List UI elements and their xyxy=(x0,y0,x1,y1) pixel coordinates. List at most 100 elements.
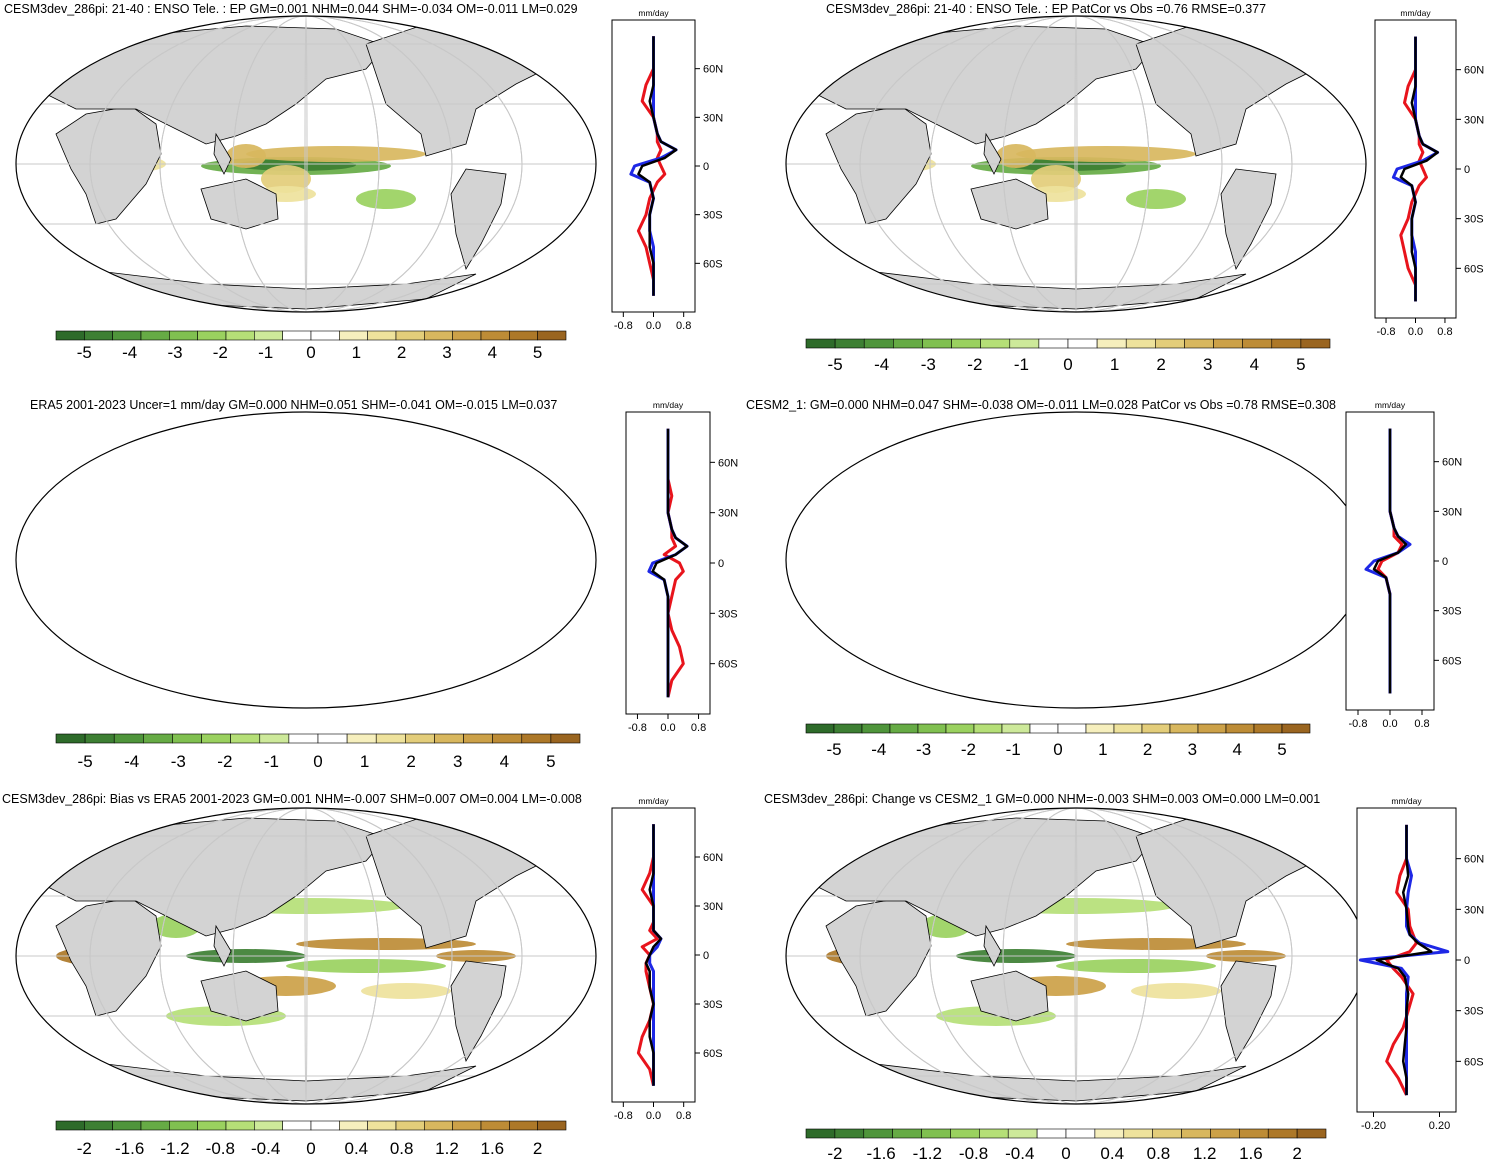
zonal-profile: mm/day 60N 30N 0 30S 60S -0.8 0.0 0.8 xyxy=(611,796,723,1122)
colorbar-swatch xyxy=(1181,1128,1211,1139)
colorbar-label: -2 xyxy=(827,1144,842,1161)
colorbar-swatch xyxy=(434,733,464,744)
colorbar-label: 3 xyxy=(453,752,462,771)
colorbar-swatch xyxy=(951,338,981,349)
colorbar-label: 0.4 xyxy=(345,1139,369,1158)
colorbar-swatch xyxy=(509,330,538,341)
colorbar-swatch xyxy=(1085,723,1115,734)
land-mass xyxy=(56,502,161,620)
anomaly-contour xyxy=(1006,159,1126,171)
colorbar-swatch xyxy=(480,1120,510,1131)
profile-line-black xyxy=(637,36,678,296)
map xyxy=(15,15,597,313)
anomaly-contour xyxy=(971,578,1081,602)
colorbar-swatch xyxy=(230,733,261,744)
longitude-gridline xyxy=(90,412,522,708)
longitude-gridline xyxy=(860,412,1292,708)
map xyxy=(15,807,597,1105)
colorbar-label: -2 xyxy=(77,1139,92,1158)
colorbar-label: 0.4 xyxy=(1100,1144,1124,1161)
colorbar-swatch xyxy=(339,330,368,341)
colorbar-swatch xyxy=(452,1120,482,1131)
lat-tick-label: 30S xyxy=(1442,606,1462,618)
colorbar-swatch xyxy=(1009,338,1040,349)
land-mass xyxy=(450,168,507,270)
longitude-gridline xyxy=(160,412,452,708)
colorbar-label: 0 xyxy=(1053,740,1062,759)
colorbar-label: 0 xyxy=(1061,1144,1070,1161)
colorbar-label: -4 xyxy=(871,740,886,759)
colorbar-label: 0 xyxy=(306,343,315,362)
colorbar-label: 4 xyxy=(1250,355,1259,374)
colorbar-swatch xyxy=(863,1128,893,1139)
colorbar-label: 4 xyxy=(488,343,497,362)
lat-tick-label: 0 xyxy=(718,558,724,570)
lat-tick-label: 60S xyxy=(1464,263,1484,275)
colorbar: -5 -4 -3 -2 -1 0 1 2 3 4 5 xyxy=(805,723,1311,759)
land-mass xyxy=(815,25,1157,145)
colorbar-swatch xyxy=(282,330,312,341)
anomaly-contour xyxy=(286,959,446,973)
panel-bottom-right: CESM3dev_286pi: Change vs CESM2_1 GM=0.0… xyxy=(764,792,1484,1161)
colorbar-label: -4 xyxy=(874,355,889,374)
land-mass xyxy=(200,970,279,1022)
colorbar-label: -3 xyxy=(167,343,182,362)
anomaly-contour xyxy=(356,189,416,209)
anomaly-contour xyxy=(1131,983,1221,999)
colorbar-swatch xyxy=(172,733,202,744)
longitude-gridline xyxy=(89,16,523,312)
colorbar-label: 3 xyxy=(442,343,451,362)
lat-tick-label: 0 xyxy=(703,161,709,173)
lat-tick-label: 30N xyxy=(1442,506,1462,518)
colorbar-swatch xyxy=(1197,723,1227,734)
anomaly-contour xyxy=(196,540,256,570)
map xyxy=(785,807,1367,1105)
colorbar-label: -1 xyxy=(1014,355,1029,374)
land-mass xyxy=(456,412,536,435)
colorbar-label: 2 xyxy=(1292,1144,1301,1161)
colorbar-swatch xyxy=(395,330,425,341)
anomaly-contour xyxy=(336,557,476,573)
colorbar-swatch xyxy=(1155,338,1185,349)
colorbar-swatch xyxy=(1096,338,1127,349)
profile-line-red xyxy=(1399,36,1428,302)
longitude-gridline xyxy=(89,808,523,1104)
profile-unit-label: mm/day xyxy=(1375,400,1406,410)
lat-tick-label: 30S xyxy=(718,608,738,620)
land-mass xyxy=(970,970,1049,1022)
colorbar-swatch xyxy=(463,733,493,744)
value-tick-label: -0.8 xyxy=(614,320,633,332)
colorbar-label: -0.8 xyxy=(206,1139,235,1158)
colorbar-swatch xyxy=(537,330,567,341)
panel-title: CESM3dev_286pi: 21-40 : ENSO Tele. : EP … xyxy=(826,2,1266,16)
land-mass xyxy=(816,422,1156,540)
colorbar-swatch xyxy=(922,338,952,349)
value-tick-label: -0.8 xyxy=(1377,326,1396,338)
colorbar-swatch xyxy=(55,1120,85,1131)
lat-tick-label: 60S xyxy=(718,659,738,671)
colorbar-label: -0.4 xyxy=(1005,1144,1034,1161)
colorbar-label: 1 xyxy=(1098,740,1107,759)
colorbar-label: -2 xyxy=(967,355,982,374)
anomaly-contour xyxy=(1031,165,1081,193)
value-tick-label: 0.20 xyxy=(1429,1120,1450,1132)
land-mass xyxy=(815,817,1157,937)
colorbar-label: 0.8 xyxy=(1147,1144,1171,1161)
anomaly-contour xyxy=(261,559,371,569)
land-mass xyxy=(1221,565,1276,665)
land-mass xyxy=(451,565,506,665)
lat-tick-label: 60N xyxy=(1442,457,1462,469)
longitude-gridline xyxy=(304,16,308,312)
zonal-profile: mm/day 60N 30N 0 30S 60S -0.8 0.0 0.8 xyxy=(625,400,738,734)
colorbar-label: -1 xyxy=(258,343,273,362)
value-tick-label: -0.20 xyxy=(1361,1120,1386,1132)
land-mass xyxy=(106,668,476,705)
colorbar-swatch xyxy=(84,1120,113,1131)
colorbar-swatch xyxy=(805,1128,836,1139)
colorbar-label: 5 xyxy=(533,343,542,362)
colorbar-swatch xyxy=(980,338,1011,349)
colorbar-swatch xyxy=(834,1128,865,1139)
colorbar-swatch xyxy=(140,330,170,341)
profile-line-red xyxy=(636,824,659,1087)
